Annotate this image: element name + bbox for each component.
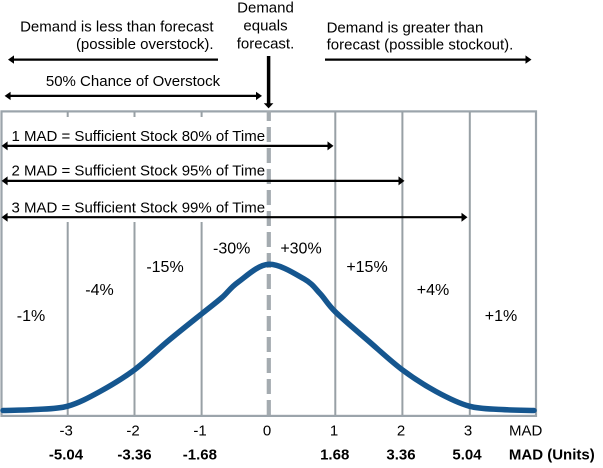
svg-text:2: 2 — [397, 423, 405, 440]
svg-text:equals: equals — [243, 18, 287, 35]
svg-text:Demand is greater than: Demand is greater than — [327, 20, 484, 37]
svg-text:-5.04: -5.04 — [49, 446, 84, 463]
svg-text:+1%: +1% — [485, 308, 517, 325]
svg-text:-3.36: -3.36 — [117, 446, 151, 463]
svg-text:-1%: -1% — [17, 308, 45, 325]
svg-text:-30%: -30% — [213, 240, 250, 257]
svg-text:-3: -3 — [60, 423, 73, 440]
svg-text:forecast (possible stockout).: forecast (possible stockout). — [327, 37, 514, 54]
svg-text:0: 0 — [263, 423, 271, 440]
svg-text:-1: -1 — [193, 423, 206, 440]
svg-text:MAD (Units): MAD (Units) — [509, 446, 595, 463]
svg-text:MAD: MAD — [509, 423, 543, 440]
svg-text:2 MAD = Sufficient Stock 95% o: 2 MAD = Sufficient Stock 95% of Time — [12, 162, 266, 179]
svg-text:3 MAD = Sufficient Stock 99% o: 3 MAD = Sufficient Stock 99% of Time — [12, 199, 266, 216]
svg-text:-4%: -4% — [85, 282, 113, 299]
svg-text:5.04: 5.04 — [452, 446, 482, 463]
svg-text:-15%: -15% — [146, 259, 183, 276]
svg-text:-1.68: -1.68 — [183, 446, 217, 463]
svg-text:50% Chance of Overstock: 50% Chance of Overstock — [46, 73, 221, 90]
svg-text:3: 3 — [464, 423, 472, 440]
svg-text:forecast.: forecast. — [237, 36, 295, 53]
svg-text:1: 1 — [330, 423, 338, 440]
svg-text:1 MAD = Sufficient Stock 80% o: 1 MAD = Sufficient Stock 80% of Time — [12, 128, 266, 145]
svg-text:+15%: +15% — [346, 259, 387, 276]
svg-text:1.68: 1.68 — [320, 446, 349, 463]
svg-text:-2: -2 — [126, 423, 139, 440]
svg-text:3.36: 3.36 — [386, 446, 415, 463]
svg-text:Demand is less than forecast: Demand is less than forecast — [20, 19, 214, 36]
svg-text:+4%: +4% — [417, 282, 449, 299]
svg-text:(possible overstock).: (possible overstock). — [76, 36, 214, 53]
svg-text:Demand: Demand — [237, 0, 294, 16]
svg-text:+30%: +30% — [280, 240, 321, 257]
